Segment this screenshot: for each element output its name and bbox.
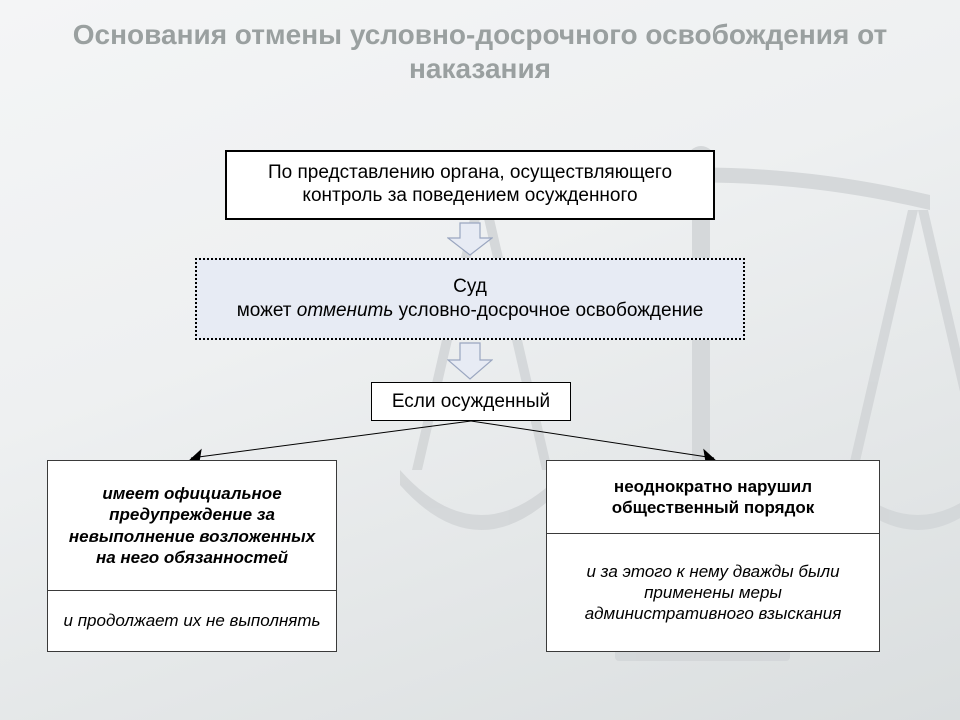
- node-condition-public-order-top: неоднократно нарушил общественный порядо…: [559, 476, 867, 519]
- block-arrow-1: [447, 222, 493, 256]
- page-title-text: Основания отмены условно-досрочного осво…: [73, 19, 887, 84]
- node-condition-warning-top: имеет официальное предупреждение за невы…: [60, 483, 324, 568]
- node-source-authority: По представлению органа, осуществляющего…: [225, 150, 715, 220]
- node-condition-warning: имеет официальное предупреждение за невы…: [47, 460, 337, 652]
- node-if-convict-text: Если осужденный: [392, 391, 550, 413]
- page-title: Основания отмены условно-досрочного осво…: [50, 18, 910, 85]
- node-if-convict: Если осужденный: [371, 382, 571, 421]
- node-source-authority-text: По представлению органа, осуществляющего…: [241, 162, 699, 208]
- node-court-may-revoke-text: Судможет отменить условно-досрочное осво…: [237, 275, 704, 323]
- node-condition-warning-bottom: и продолжает их не выполнять: [64, 610, 321, 631]
- node-condition-public-order: неоднократно нарушил общественный порядо…: [546, 460, 880, 652]
- node-court-may-revoke: Судможет отменить условно-досрочное осво…: [195, 258, 745, 340]
- block-arrow-2: [447, 342, 493, 380]
- node-condition-public-order-bottom: и за этого к нему дважды были применены …: [559, 561, 867, 625]
